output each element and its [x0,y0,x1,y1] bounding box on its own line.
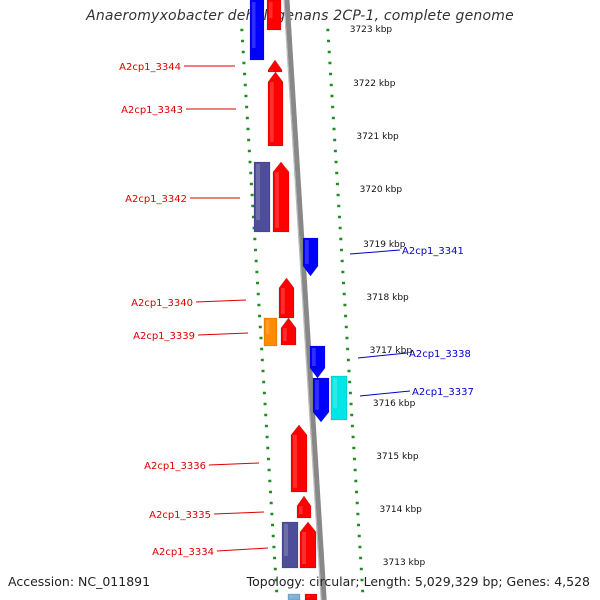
genome-info-label: Topology: circular; Length: 5,029,329 bp… [246,574,590,589]
gene-arrow-bottom-blue [287,593,301,600]
gene-arrow-top-reverse [249,0,265,61]
gene-arrow-a2cp1-3343-highlight [270,82,274,142]
gene-arrow-bottom-blue-highlight [290,596,293,597]
scale-label: 3716 kbp [373,399,416,409]
gene-label-leader [208,462,260,466]
gene-arrow-a2cp1-3336 [290,424,308,493]
gene-arrow-a2cp1-3340 [278,277,295,319]
scale-label: 3717 kbp [370,346,413,356]
scale-label: 3719 kbp [363,240,406,250]
scale-label: 3722 kbp [353,79,396,89]
scale-label: 3713 kbp [383,558,426,568]
gene-arrow-a2cp1-3344-highlight [270,70,274,71]
gene-label: A2cp1_3338 [409,349,471,360]
gene-label: A2cp1_3341 [402,246,464,257]
gene-arrow-top-reverse-highlight [252,2,256,48]
gene-arrow-purple-3342 [253,161,271,233]
gene-arrow-purple-3342-highlight [256,164,260,220]
gene-arrow-purple-3334 [281,521,299,569]
gene-arrow-cyan-3337 [330,375,348,421]
gene-label: A2cp1_3340 [131,298,193,309]
gene-label-leader [216,547,269,552]
scale-label: 3723 kbp [350,25,393,35]
gene-arrow-a2cp1-3334 [299,521,317,569]
gene-arrow-purple-3334-highlight [284,524,288,556]
gene-arrow-a2cp1-3339 [280,317,297,346]
gene-label-leader [213,511,265,515]
scale-label: 3718 kbp [366,293,409,303]
gene-arrow-a2cp1-3339-highlight [283,328,287,341]
map-title: Anaeromyxobacter dehalogenans 2CP-1, com… [86,8,514,24]
gene-label: A2cp1_3343 [121,105,183,116]
gene-label-leader [349,249,401,255]
scale-label: 3715 kbp [376,452,419,462]
gene-label: A2cp1_3336 [144,461,206,472]
gene-arrow-orange-3339-highlight [266,320,270,334]
gene-label-leader [357,352,408,359]
gene-arrow-bottom-red-highlight [307,596,310,597]
gene-label: A2cp1_3337 [412,387,474,398]
gene-arrow-a2cp1-3343 [267,71,284,147]
gene-label-leader [195,299,247,303]
gene-arrow-a2cp1-3335 [296,495,312,519]
gene-arrow-a2cp1-3338 [309,345,326,379]
gene-arrow-a2cp1-3341 [302,237,319,277]
gene-arrow-a2cp1-3337 [312,377,330,423]
gene-arrow-a2cp1-3335-highlight [299,506,303,514]
gene-arrow-top-forward [266,0,282,31]
accession-label: Accession: NC_011891 [8,574,151,589]
gene-arrow-a2cp1-3334-highlight [302,532,306,564]
gene-label: A2cp1_3344 [119,62,181,73]
gene-arrow-a2cp1-3340-highlight [281,288,285,314]
gene-arrow-a2cp1-3342-highlight [275,172,279,228]
gene-label-leader [359,390,411,397]
scale-label: 3721 kbp [356,132,399,142]
scale-label: 3714 kbp [379,505,422,515]
gene-arrow-a2cp1-3344 [267,59,283,73]
gene-label: A2cp1_3342 [125,194,187,205]
gene-arrow-bottom-red [304,593,318,600]
gene-label: A2cp1_3335 [149,510,211,521]
backbone-line [284,0,327,600]
gene-label: A2cp1_3334 [152,547,214,558]
backbone-shadow [283,0,322,600]
scale-label: 3720 kbp [360,185,403,195]
gene-arrow-cyan-3337-highlight [333,378,337,408]
gene-arrow-a2cp1-3341-highlight [305,240,309,264]
gene-arrow-top-forward-highlight [269,2,273,18]
gene-arrow-a2cp1-3342 [272,161,290,233]
gene-arrow-a2cp1-3336-highlight [293,435,297,488]
gene-arrow-a2cp1-3337-highlight [315,380,319,410]
gene-label-leader [197,332,249,336]
gene-label: A2cp1_3339 [133,331,195,342]
gene-arrow-orange-3339 [263,317,278,347]
gene-arrow-a2cp1-3338-highlight [312,348,316,366]
